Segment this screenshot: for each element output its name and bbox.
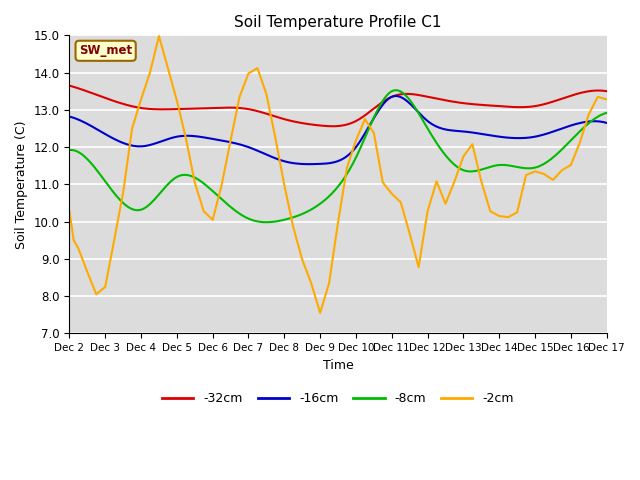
Legend: -32cm, -16cm, -8cm, -2cm: -32cm, -16cm, -8cm, -2cm xyxy=(157,387,519,410)
Title: Soil Temperature Profile C1: Soil Temperature Profile C1 xyxy=(234,15,442,30)
Y-axis label: Soil Temperature (C): Soil Temperature (C) xyxy=(15,120,28,249)
Text: SW_met: SW_met xyxy=(79,44,132,57)
X-axis label: Time: Time xyxy=(323,359,353,372)
